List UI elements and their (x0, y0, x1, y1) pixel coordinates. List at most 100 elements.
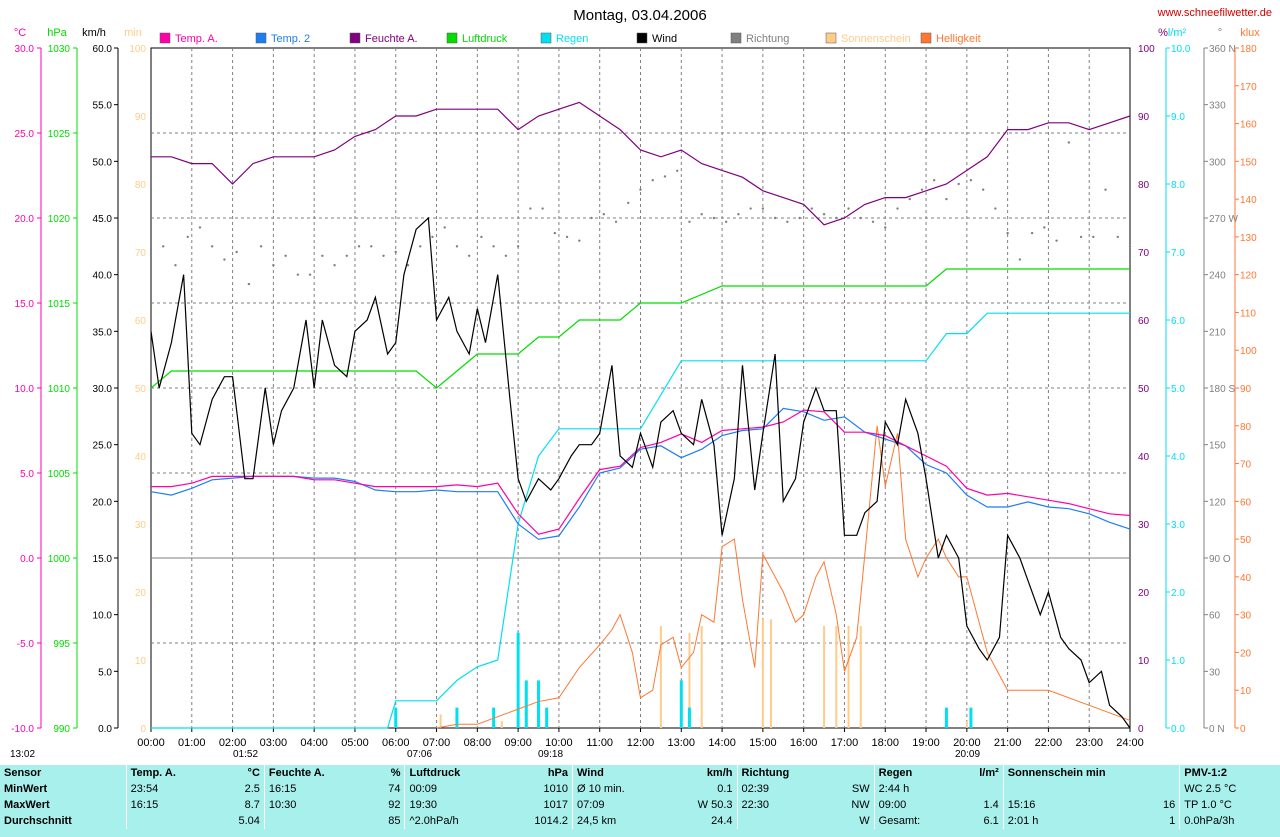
direction-dot (737, 213, 740, 216)
x-tick-label: 22:00 (1035, 737, 1063, 749)
direction-dot (186, 235, 189, 239)
x-tick-label: 23:00 (1075, 737, 1103, 749)
max-pmv: TP 1.0 °C (1179, 797, 1280, 813)
pressure-tick-label: 990 (53, 724, 70, 735)
humidity-tick-label: 30 (1138, 520, 1150, 531)
temp-tick-label: -10.0 (11, 724, 34, 735)
rain-tick-label: 4.0 (1171, 452, 1185, 463)
x-tick-label: 20:00 (953, 737, 981, 749)
header-pmv: PMV-1:2 (1179, 765, 1280, 781)
header-wind-unit: km/h (706, 767, 733, 779)
wind-tick-label: 30.0 (93, 384, 113, 395)
direction-dot (1079, 235, 1083, 239)
sun-tick-label: 90 (135, 112, 147, 123)
temp-tick-label: 10.0 (15, 384, 35, 395)
direction-tick-label: 330 (1209, 101, 1226, 112)
klux-tick-label: 10 (1240, 686, 1252, 697)
direction-dot (443, 226, 446, 229)
wind-tick-label: 10.0 (93, 611, 113, 622)
direction-dot (700, 213, 703, 216)
humidity-tick-label: 70 (1138, 248, 1150, 259)
sun-tick-label: 10 (135, 656, 147, 667)
direction-dot (480, 235, 483, 239)
direction-dot (198, 226, 202, 229)
x-tick-label: 13:00 (668, 737, 696, 749)
direction-dot (492, 245, 495, 248)
direction-dot (333, 264, 336, 267)
rain-tick-label: 10.0 (1171, 44, 1191, 55)
direction-dot (174, 264, 177, 267)
direction-dot (541, 207, 544, 210)
sun-tick-label: 30 (135, 520, 147, 531)
direction-dot (406, 264, 410, 267)
axis-unit-humidity: % (1158, 27, 1168, 39)
wind-tick-label: 15.0 (93, 554, 113, 565)
temp2-line (150, 407, 1131, 540)
direction-dot (357, 245, 361, 248)
direction-dot (1018, 258, 1022, 261)
pressure-tick-label: 1010 (48, 384, 71, 395)
pressure-tick-label: 1000 (48, 554, 71, 565)
klux-tick-label: 70 (1240, 460, 1252, 471)
statistics-table: Sensor Temp. A. °C Feuchte A. % Luftdruc… (0, 765, 1280, 837)
direction-dot (663, 175, 667, 178)
header-feuchte-unit: % (390, 767, 401, 779)
direction-dot (847, 207, 850, 210)
x-tick-label: 21:00 (994, 737, 1022, 749)
stats-header-row: Sensor Temp. A. °C Feuchte A. % Luftdruc… (0, 765, 1280, 781)
x-tick-label: 10:00 (545, 737, 573, 749)
legend-swatch (825, 32, 837, 44)
x-tick-label: 17:00 (831, 737, 859, 749)
rain-tick-label: 0.0 (1171, 724, 1185, 735)
weather-chart: Montag, 03.04.2006 www.schneefilwetter.de… (10, 7, 1272, 760)
x-tick-label: 03:00 (260, 737, 288, 749)
klux-tick-label: 30 (1240, 611, 1252, 622)
avg-temp-time (125, 813, 215, 829)
x-tick-label: 16:00 (790, 737, 818, 749)
direction-dot (1055, 239, 1058, 242)
chart-title: Montag, 03.04.2006 (573, 7, 706, 24)
wind-tick-label: 55.0 (93, 101, 113, 112)
moonrise-time: 01:52 (233, 749, 258, 760)
direction-dot (651, 179, 654, 182)
stats-row-min: MinWert 23:54 2.5 16:15 74 00:09 1010 Ø … (0, 781, 1280, 797)
direction-dot (712, 216, 716, 220)
direction-dot (431, 235, 434, 239)
max-regen-time: 09:00 (873, 797, 957, 813)
x-tick-label: 11:00 (586, 737, 613, 749)
legend-swatch (159, 32, 171, 44)
avg-sonne-value: 1 (1169, 815, 1176, 827)
direction-tick-label: 240 (1209, 271, 1226, 282)
wind-tick-label: 20.0 (93, 497, 113, 508)
direction-dot (1104, 188, 1107, 191)
legend-swatch (636, 32, 648, 44)
max-regen-value: 1.4 (983, 799, 999, 811)
legend-swatch (446, 32, 458, 44)
header-luftdruck-unit: hPa (547, 767, 569, 779)
header-richtung: Richtung (736, 765, 830, 781)
rain-tick-label: 6.0 (1171, 316, 1185, 327)
direction-dot (235, 250, 238, 254)
x-tick-label: 00:00 (137, 737, 165, 749)
direction-dot (370, 245, 373, 248)
direction-dot (1006, 231, 1009, 235)
direction-dot (786, 220, 789, 223)
min-druck-value: 1010 (543, 783, 569, 795)
klux-tick-label: 110 (1240, 308, 1256, 319)
min-feuchte-value: 74 (388, 783, 401, 795)
rain-tick-label: 5.0 (1171, 384, 1185, 395)
min-temp-time: 23:54 (125, 781, 215, 797)
klux-tick-label: 100 (1240, 346, 1257, 357)
x-tick-label: 15:00 (749, 737, 777, 749)
x-tick-label: 08:00 (464, 737, 492, 749)
avg-richtung-value: W (859, 815, 870, 827)
temp-tick-label: 5.0 (20, 469, 34, 480)
direction-dot (896, 207, 899, 210)
x-tick-label: 18:00 (871, 737, 899, 749)
min-wind-time: Ø 10 min. (572, 781, 666, 797)
direction-dot (272, 264, 275, 267)
row-label: MaxWert (4, 799, 50, 811)
direction-dot (908, 197, 911, 201)
rain-tick-label: 1.0 (1171, 656, 1185, 667)
temp-tick-label: 20.0 (15, 214, 35, 225)
